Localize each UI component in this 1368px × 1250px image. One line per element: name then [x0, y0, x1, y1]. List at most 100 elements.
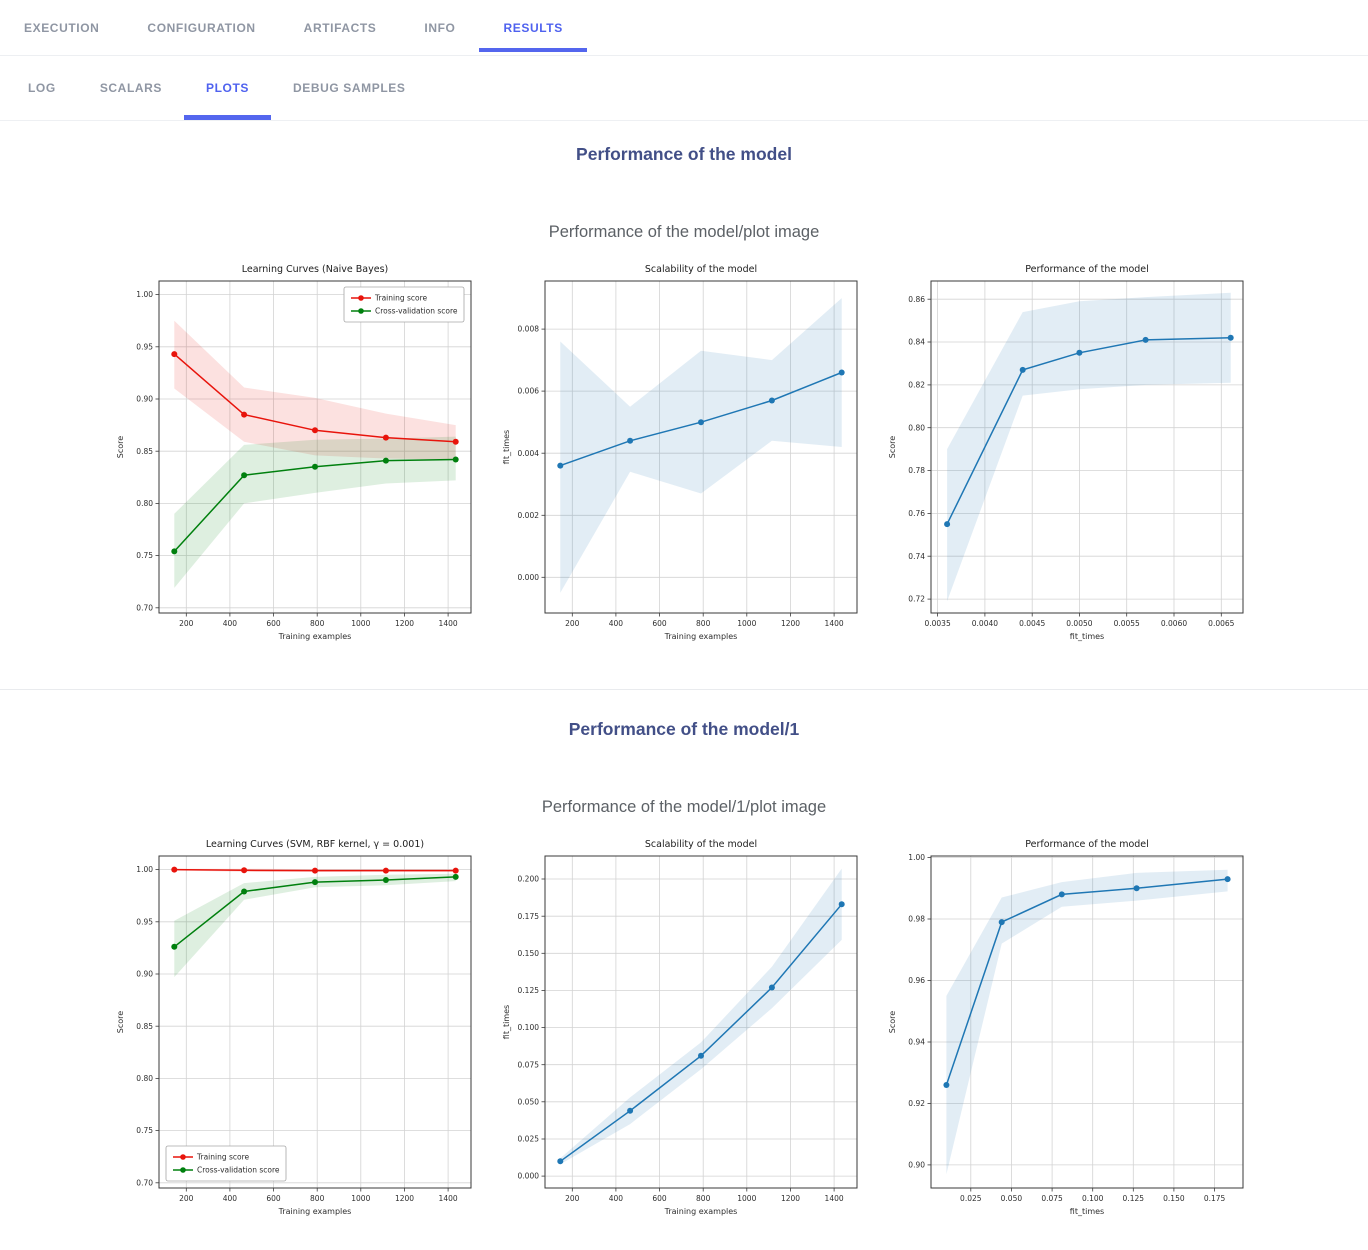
tab-results[interactable]: RESULTS: [479, 0, 588, 55]
tab-scalars-label: SCALARS: [99, 81, 163, 95]
tab-artifacts[interactable]: ARTIFACTS: [280, 0, 401, 55]
plot-image-performance-of-the-model[interactable]: 0.0035 0.0040 0.0045 0.0050 0.0055 0.0060 0.00…: [885, 255, 1255, 655]
svg-text:1000: 1000: [737, 619, 756, 628]
svg-text:0.075: 0.075: [1041, 1194, 1063, 1203]
tab-plots[interactable]: PLOTS: [184, 56, 272, 120]
plot-image-performance-of-the-model-1[interactable]: 0.025 0.050 0.075 0.100 0.125 0.150 0.175 0.90 0…: [885, 830, 1255, 1230]
tab-debug-samples[interactable]: DEBUG SAMPLES: [271, 56, 427, 120]
svg-text:0.90: 0.90: [136, 395, 153, 404]
svg-text:0.75: 0.75: [136, 1126, 153, 1135]
plot-svg: 200 400 600 800 1000 1200 1400 0.000 0.002 0.004 0…: [499, 255, 869, 655]
results-sub-tab-bar: LOG SCALARS PLOTS DEBUG SAMPLES: [0, 56, 1368, 121]
svg-text:0.75: 0.75: [136, 551, 153, 560]
svg-text:0.85: 0.85: [136, 1022, 153, 1031]
svg-text:Scalability of the model: Scalability of the model: [645, 264, 757, 275]
svg-text:0.90: 0.90: [908, 1161, 925, 1170]
svg-text:0.150: 0.150: [518, 949, 540, 958]
svg-text:Performance of the model: Performance of the model: [1025, 839, 1149, 850]
svg-text:Training examples: Training examples: [664, 632, 738, 641]
plot-image-scalability-of-the-model-1[interactable]: 200 400 600 800 1000 1200 1400 0.000 0.025 0.050 0…: [499, 830, 869, 1230]
svg-text:800: 800: [310, 619, 325, 628]
tab-log[interactable]: LOG: [6, 56, 78, 120]
plot-svg: 200 400 600 800 1000 1200 1400 0.000 0.025 0.050 0…: [499, 830, 869, 1230]
plot-svg: 0.0035 0.0040 0.0045 0.0050 0.0055 0.0060 0.00…: [885, 255, 1255, 655]
svg-text:0.76: 0.76: [908, 509, 925, 518]
tab-configuration-label: CONFIGURATION: [147, 20, 256, 35]
svg-text:Cross-validation score: Cross-validation score: [197, 1166, 280, 1175]
svg-text:0.95: 0.95: [136, 342, 153, 351]
tab-info[interactable]: INFO: [400, 0, 479, 55]
svg-text:fit_times: fit_times: [502, 430, 511, 464]
svg-text:400: 400: [223, 619, 238, 628]
svg-text:0.70: 0.70: [136, 1178, 153, 1187]
svg-text:1.00: 1.00: [136, 290, 153, 299]
svg-text:400: 400: [223, 1194, 238, 1203]
plot-image-learning-curves-naive-bayes[interactable]: 200 400 600 800 1000 1200 1400 0.70 0.75 0.80 0.85…: [113, 255, 483, 655]
svg-text:Scalability of the model: Scalability of the model: [645, 839, 757, 850]
tab-configuration[interactable]: CONFIGURATION: [123, 0, 279, 55]
svg-text:200: 200: [565, 1194, 580, 1203]
plot-image-learning-curves-svm-rbf[interactable]: 200 400 600 800 1000 1200 1400 0.70 0.75 0.80 0.85…: [113, 830, 483, 1230]
svg-text:Learning Curves (Naive Bayes): Learning Curves (Naive Bayes): [242, 264, 388, 275]
svg-text:200: 200: [179, 619, 194, 628]
svg-text:1200: 1200: [395, 619, 414, 628]
svg-text:0.008: 0.008: [518, 325, 540, 334]
svg-text:Score: Score: [116, 1011, 125, 1033]
svg-text:200: 200: [179, 1194, 194, 1203]
tab-execution[interactable]: EXECUTION: [0, 0, 123, 55]
svg-text:Training score: Training score: [374, 294, 428, 303]
charts-row: 200 400 600 800 1000 1200 1400 0.70 0.75 0.80 0.85…: [0, 255, 1368, 655]
plots-panel: Performance of the model Performance of …: [0, 121, 1368, 1250]
svg-text:fit_times: fit_times: [1070, 1207, 1104, 1216]
svg-text:800: 800: [310, 1194, 325, 1203]
svg-text:0.002: 0.002: [518, 511, 540, 520]
svg-text:0.96: 0.96: [908, 976, 925, 985]
svg-text:0.80: 0.80: [136, 499, 153, 508]
svg-text:0.94: 0.94: [908, 1038, 925, 1047]
svg-text:0.98: 0.98: [908, 915, 925, 924]
svg-text:Score: Score: [888, 1011, 897, 1033]
svg-text:0.86: 0.86: [908, 295, 925, 304]
svg-text:0.0065: 0.0065: [1208, 619, 1234, 628]
plot-image-scalability-of-the-model[interactable]: 200 400 600 800 1000 1200 1400 0.000 0.002 0.004 0…: [499, 255, 869, 655]
svg-text:Learning Curves (SVM, RBF kern: Learning Curves (SVM, RBF kernel, γ = 0.…: [206, 839, 424, 850]
section-title: Performance of the model: [576, 144, 792, 164]
svg-text:0.175: 0.175: [518, 912, 540, 921]
svg-text:Training examples: Training examples: [278, 632, 352, 641]
svg-text:0.025: 0.025: [518, 1135, 540, 1144]
svg-text:0.82: 0.82: [908, 381, 925, 390]
svg-text:800: 800: [696, 1194, 711, 1203]
svg-text:0.85: 0.85: [136, 447, 153, 456]
svg-text:0.0040: 0.0040: [972, 619, 998, 628]
tab-info-label: INFO: [424, 20, 456, 35]
svg-text:800: 800: [696, 619, 711, 628]
tab-scalars[interactable]: SCALARS: [78, 56, 184, 120]
svg-text:1400: 1400: [825, 619, 844, 628]
svg-text:1000: 1000: [737, 1194, 756, 1203]
svg-text:1200: 1200: [781, 619, 800, 628]
svg-text:0.0060: 0.0060: [1161, 619, 1187, 628]
svg-text:0.100: 0.100: [1082, 1194, 1104, 1203]
svg-text:0.95: 0.95: [136, 917, 153, 926]
svg-text:0.70: 0.70: [136, 603, 153, 612]
svg-text:1.00: 1.00: [136, 865, 153, 874]
svg-text:1400: 1400: [825, 1194, 844, 1203]
svg-text:0.84: 0.84: [908, 338, 925, 347]
svg-text:Score: Score: [888, 436, 897, 458]
svg-text:0.000: 0.000: [518, 1172, 540, 1181]
tab-log-label: LOG: [28, 81, 56, 95]
svg-text:0.74: 0.74: [908, 552, 925, 561]
primary-tab-bar: EXECUTION CONFIGURATION ARTIFACTS INFO R…: [0, 0, 1368, 56]
svg-text:0.004: 0.004: [518, 449, 540, 458]
svg-text:400: 400: [609, 1194, 624, 1203]
tab-results-label: RESULTS: [503, 20, 563, 35]
svg-text:1.00: 1.00: [908, 853, 925, 862]
plot-svg: 200 400 600 800 1000 1200 1400 0.70 0.75 0.80 0.85…: [113, 255, 483, 655]
svg-text:0.100: 0.100: [518, 1023, 540, 1032]
svg-text:0.0055: 0.0055: [1114, 619, 1140, 628]
svg-text:0.200: 0.200: [518, 875, 540, 884]
svg-text:fit_times: fit_times: [1070, 632, 1104, 641]
svg-text:1000: 1000: [351, 1194, 370, 1203]
svg-text:600: 600: [266, 619, 281, 628]
svg-text:200: 200: [565, 619, 580, 628]
